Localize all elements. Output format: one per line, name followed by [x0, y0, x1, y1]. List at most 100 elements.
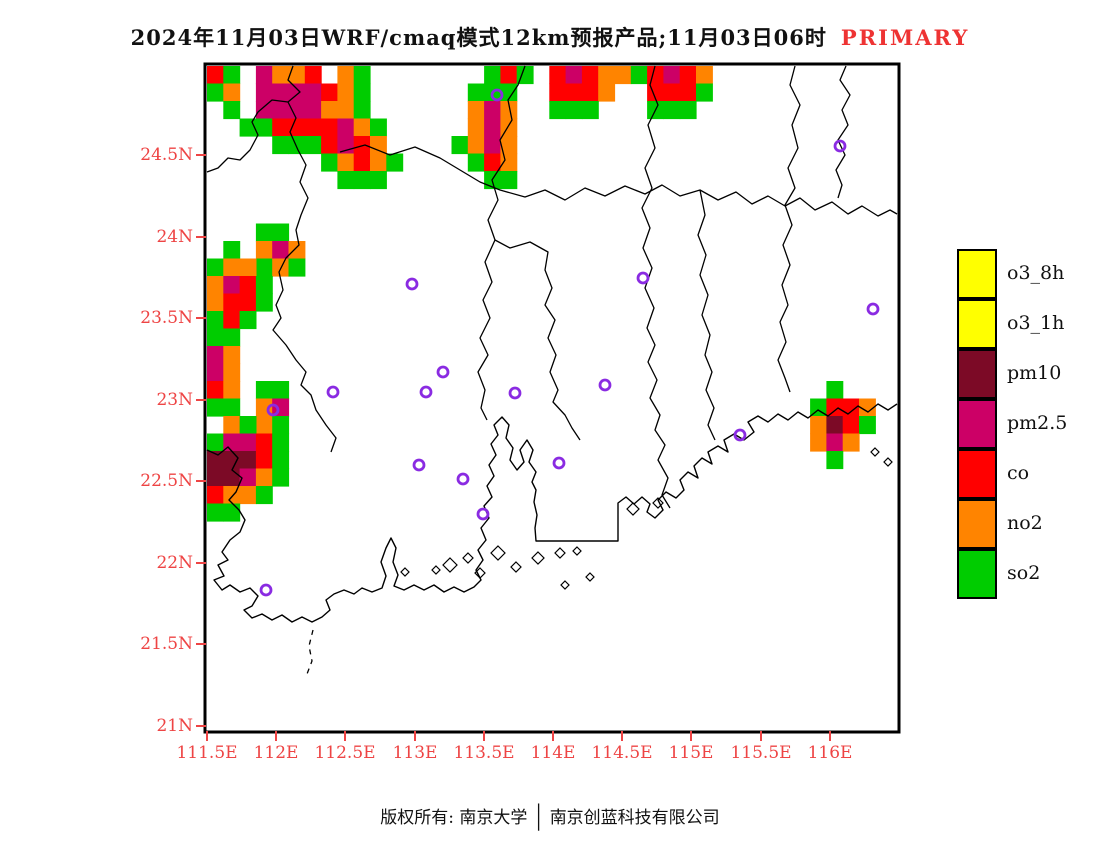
station-circle: [405, 277, 419, 291]
grid-cell: [207, 451, 224, 470]
legend-swatch-no2: [957, 499, 997, 549]
x-axis-label: 114E: [530, 743, 576, 763]
grid-cell: [207, 276, 224, 295]
island-outline: [585, 572, 595, 582]
station-circle: [266, 403, 280, 417]
province-boundary-line: [272, 101, 337, 453]
x-axis-label: 116E: [807, 743, 853, 763]
grid-cell: [353, 153, 371, 172]
grid-cell: [255, 381, 273, 400]
legend-label: no2: [1007, 512, 1043, 534]
grid-cell: [696, 83, 713, 102]
grid-cell: [614, 66, 632, 85]
island-outline: [883, 457, 893, 467]
island-outline: [490, 545, 506, 561]
grid-cell: [810, 433, 827, 452]
province-boundary-line: [206, 65, 301, 173]
x-axis-label: 112E: [253, 743, 299, 763]
station-circle: [833, 139, 847, 153]
grid-cell: [370, 118, 387, 137]
legend-swatch-co: [957, 449, 997, 499]
grid-cell: [826, 451, 844, 470]
grid-cell: [663, 101, 681, 120]
grid-cell: [255, 66, 273, 85]
grid-cell: [255, 83, 273, 102]
island-outline: [400, 567, 410, 577]
grid-cell: [598, 83, 616, 102]
grid-cell: [223, 416, 241, 435]
copyright-right: 南京创蓝科技有限公司: [549, 808, 720, 828]
grid-cell: [272, 223, 290, 242]
y-axis-label: 24N: [156, 227, 193, 247]
grid-cell: [565, 83, 583, 102]
island-outline: [870, 447, 880, 457]
island-outline: [572, 546, 582, 556]
grid-cell: [207, 83, 224, 102]
grid-cell: [288, 101, 306, 120]
x-axis-label: 112.5E: [314, 743, 376, 763]
grid-cell: [239, 416, 257, 435]
y-axis-label: 22N: [156, 553, 193, 573]
grid-cell: [353, 118, 371, 137]
grid-cell: [500, 171, 518, 190]
grid-cell: [321, 153, 338, 172]
grid-cell: [239, 433, 257, 452]
grid-cell: [810, 416, 827, 435]
island-outline: [431, 565, 441, 575]
station-circle: [733, 428, 747, 442]
island-outline: [462, 552, 474, 564]
grid-cell: [255, 241, 273, 260]
grid-cell: [255, 451, 273, 470]
grid-cell: [321, 101, 338, 120]
legend-label: pm10: [1007, 362, 1062, 384]
grid-cell: [304, 66, 322, 85]
grid-cell: [223, 363, 241, 382]
grid-cell: [207, 398, 224, 417]
grid-cell: [239, 486, 257, 505]
grid-cell: [288, 66, 306, 85]
grid-cell: [207, 503, 224, 522]
island-outline: [560, 580, 570, 590]
grid-cell: [337, 83, 355, 102]
footer-separator: │: [533, 804, 544, 832]
station-circle: [419, 385, 433, 399]
grid-cell: [516, 66, 534, 85]
grid-cell: [370, 136, 387, 155]
grid-cell: [663, 66, 681, 85]
legend-label: co: [1007, 462, 1030, 484]
grid-cell: [207, 346, 224, 365]
grid-cell: [386, 153, 404, 172]
province-boundary-line: [494, 239, 581, 441]
grid-cell: [272, 101, 290, 120]
grid-cell: [353, 66, 371, 85]
grid-cell: [549, 101, 567, 120]
station-circle: [436, 365, 450, 379]
grid-cell: [337, 118, 355, 137]
legend-swatch-pm10: [957, 349, 997, 399]
grid-cell: [581, 83, 599, 102]
province-boundary-line: [777, 65, 801, 393]
station-circle: [508, 386, 522, 400]
grid-cell: [239, 276, 257, 295]
grid-cell: [288, 83, 306, 102]
grid-cell: [272, 136, 290, 155]
legend-label: o3_1h: [1007, 312, 1065, 334]
grid-cell: [255, 468, 273, 487]
grid-cell: [484, 136, 501, 155]
grid-cell: [467, 118, 485, 137]
grid-cell: [467, 101, 485, 120]
legend-swatch-pm2.5: [957, 399, 997, 449]
province-boundary-line: [641, 65, 671, 509]
legend-swatch-so2: [957, 549, 997, 599]
grid-cell: [207, 468, 224, 487]
grid-cell: [239, 451, 257, 470]
grid-cell: [223, 101, 241, 120]
title-text: 2024年11月03日WRF/cmaq模式12km预报产品;11月03日06时: [130, 25, 827, 50]
grid-cell: [337, 66, 355, 85]
grid-cell: [842, 433, 860, 452]
grid-cell: [223, 293, 241, 312]
island-outline: [531, 551, 545, 565]
grid-cell: [272, 451, 290, 470]
y-axis-label: 23.5N: [140, 308, 193, 328]
